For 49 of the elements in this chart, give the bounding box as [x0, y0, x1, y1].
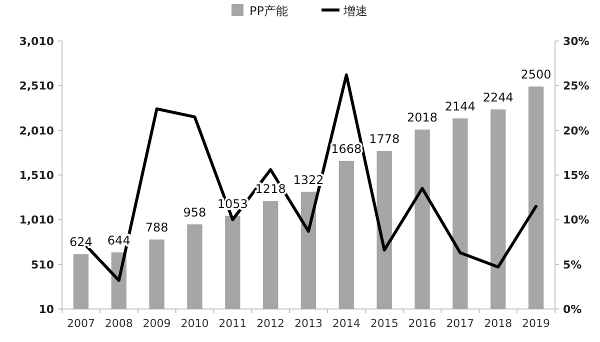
x-tick-label: 2019 [522, 317, 550, 330]
x-tick-label: 2014 [332, 317, 360, 330]
y2-tick-label: 30% [563, 35, 590, 48]
bar [490, 109, 506, 309]
bar [452, 118, 468, 309]
data-label: 2500 [520, 68, 552, 82]
bar [414, 130, 430, 309]
legend-label: 增速 [342, 4, 368, 18]
y-tick-label: 3,010 [19, 35, 54, 48]
y2-tick-label: 20% [563, 124, 590, 138]
y-tick-label: 1,010 [19, 214, 54, 227]
x-tick-label: 2010 [180, 317, 209, 330]
x-tick-label: 2011 [218, 317, 247, 330]
y2-tick-label: 10% [563, 214, 590, 227]
x-tick-label: 2009 [142, 317, 171, 330]
data-label: 2018 [406, 110, 438, 125]
bar [149, 240, 164, 309]
x-tick-label: 2016 [408, 317, 436, 330]
data-label: 1668 [331, 142, 362, 156]
y2-tick-label: 15% [563, 169, 590, 182]
bar [528, 86, 544, 309]
bar [262, 201, 278, 309]
data-label: 2244 [482, 90, 514, 104]
x-tick-label: 2018 [484, 317, 512, 330]
legend-label: PP产能 [250, 4, 288, 18]
y-tick-label: 10 [38, 303, 54, 316]
y-tick-label: 1,510 [19, 169, 54, 182]
bar [187, 224, 202, 309]
y-tick-label: 2,010 [19, 124, 54, 138]
y2-tick-label: 25% [563, 80, 590, 93]
x-tick-label: 2007 [66, 317, 95, 330]
data-label: 788 [145, 220, 168, 234]
y2-tick-label: 5% [563, 258, 582, 272]
bar [300, 192, 316, 309]
x-tick-label: 2015 [370, 317, 398, 330]
data-label: 1778 [369, 132, 400, 146]
x-tick-label: 2012 [256, 317, 285, 330]
y2-tick-label: 0% [563, 303, 582, 316]
data-label: 2144 [444, 99, 476, 114]
x-tick-label: 2013 [294, 317, 322, 330]
bar [376, 151, 392, 309]
x-tick-label: 2017 [446, 317, 474, 330]
data-label: 958 [183, 205, 206, 220]
bar [225, 216, 240, 309]
y-tick-label: 2,510 [19, 80, 54, 93]
y-tick-label: 510 [31, 258, 54, 272]
bar [73, 254, 89, 309]
bar [338, 160, 354, 309]
x-tick-label: 2008 [104, 317, 133, 330]
